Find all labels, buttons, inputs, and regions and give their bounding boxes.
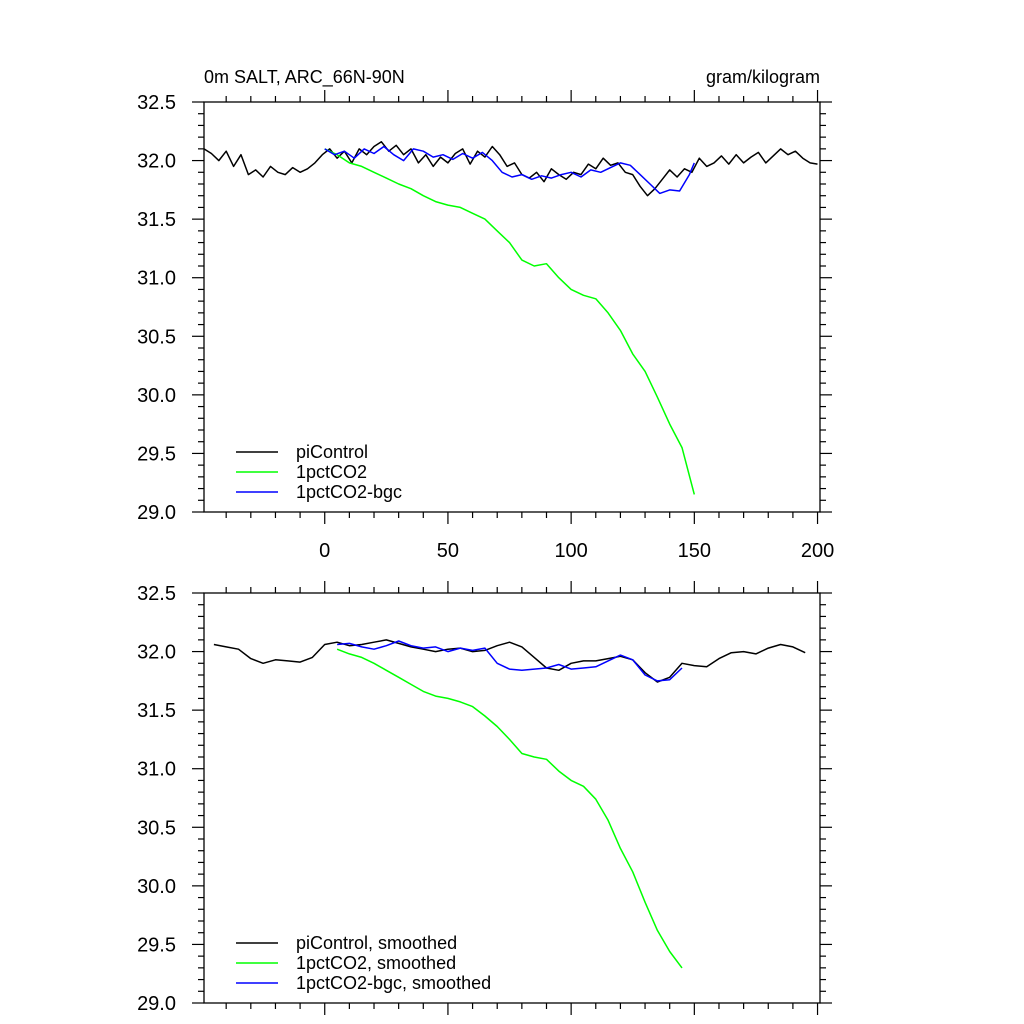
legend-label: piControl, smoothed: [296, 933, 457, 953]
series-line: [203, 141, 818, 197]
x-tick-label: 150: [678, 540, 711, 562]
y-tick-label: 29.5: [137, 443, 176, 465]
x-tick-label: 0: [319, 540, 330, 562]
top-y-tick-labels: 29.0 29.5 30.0 30.5 31.0 31.5 32.0 32.5: [137, 92, 176, 524]
y-tick-label: 31.5: [137, 700, 176, 722]
y-tick-label: 32.5: [137, 92, 176, 114]
legend-label: 1pctCO2: [296, 462, 367, 482]
y-tick-label: 32.0: [137, 151, 176, 173]
chart-title: 0m SALT, ARC_66N-90N: [204, 67, 405, 88]
legend-label: 1pctCO2-bgc, smoothed: [296, 973, 491, 993]
bottom-y-tick-labels: 29.0 29.5 30.0 30.5 31.0 31.5 32.0 32.5: [137, 583, 176, 1015]
top-x-tick-labels: 0 50 100 150 200: [319, 540, 834, 562]
bottom-plot-frame: [203, 592, 821, 1004]
legend-label: 1pctCO2-bgc: [296, 482, 402, 502]
top-axes-ticks: [192, 90, 832, 524]
x-tick-label: 200: [801, 540, 834, 562]
series-line: [336, 648, 683, 969]
top-series-lines: [203, 141, 818, 495]
y-tick-label: 29.5: [137, 934, 176, 956]
legend-label: piControl: [296, 442, 368, 462]
bottom-series-lines: [213, 639, 806, 969]
units-label: gram/kilogram: [706, 67, 820, 87]
y-tick-label: 29.0: [137, 993, 176, 1015]
y-tick-label: 31.0: [137, 268, 176, 290]
y-tick-label: 30.5: [137, 326, 176, 348]
legend-label: 1pctCO2, smoothed: [296, 953, 456, 973]
bottom-panel: 29.0 29.5 30.0 30.5 31.0 31.5 32.0 32.5 piContr…: [137, 581, 832, 1015]
series-line: [324, 148, 696, 495]
y-tick-label: 31.0: [137, 759, 176, 781]
series-line: [213, 639, 806, 683]
top-panel: 0m SALT, ARC_66N-90N gram/kilogram 29.02…: [137, 67, 834, 562]
x-tick-label: 50: [437, 540, 459, 562]
y-tick-label: 32.5: [137, 583, 176, 605]
series-line: [324, 145, 695, 195]
x-tick-label: 100: [554, 540, 587, 562]
y-tick-label: 30.0: [137, 876, 176, 898]
y-tick-label: 30.0: [137, 385, 176, 407]
y-tick-label: 30.5: [137, 817, 176, 839]
y-tick-label: 31.5: [137, 209, 176, 231]
bottom-axes-ticks: [192, 581, 832, 1015]
y-tick-label: 32.0: [137, 642, 176, 664]
top-plot-frame: [203, 101, 821, 513]
y-tick-label: 29.0: [137, 502, 176, 524]
series-line: [337, 640, 683, 682]
